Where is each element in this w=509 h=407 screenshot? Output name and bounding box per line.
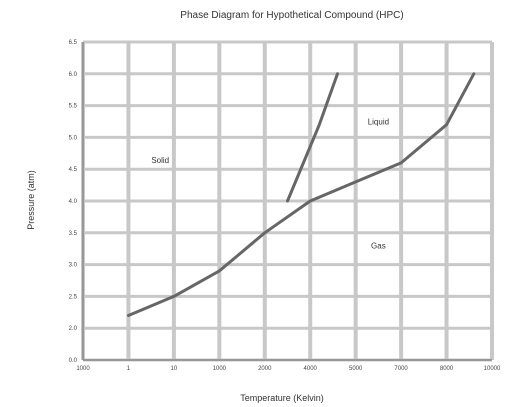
x-tick-label: 10 [171, 366, 178, 372]
sublimation-vaporization-curve [126, 72, 476, 317]
region-label-solid: Solid [151, 156, 169, 165]
phase-boundaries [126, 72, 476, 317]
x-axis-label: Temperature (Kelvin) [240, 393, 324, 403]
x-tick-label: 1000 [76, 366, 90, 372]
y-tick-label: 3.5 [69, 231, 78, 237]
x-tick-label: 2000 [258, 366, 272, 372]
y-tick-labels: 0.0 2.0 2.5 3.0 3.5 4.0 4.5 5.0 5.5 6.0 6.5 [69, 40, 78, 364]
x-tick-label: 1000 [213, 366, 227, 372]
x-tick-label: 10000 [484, 366, 501, 372]
y-tick-label: 4.5 [69, 167, 78, 173]
axes [82, 42, 492, 361]
y-tick-label: 2.5 [69, 294, 78, 300]
region-label-gas: Gas [371, 242, 386, 251]
y-tick-label: 5.0 [69, 135, 78, 141]
y-tick-label: 2.0 [69, 326, 78, 332]
x-tick-label: 5000 [349, 366, 363, 372]
x-tick-labels: 1000 1 10 1000 2000 4000 5000 7000 8000 10000 [76, 366, 501, 372]
y-axis-label: Pressure (atm) [26, 170, 36, 230]
region-label-liquid: Liquid [368, 118, 389, 127]
y-tick-label: 6.0 [69, 72, 78, 78]
x-tick-label: 7000 [394, 366, 408, 372]
y-tick-label: 6.5 [69, 40, 78, 46]
chart-title: Phase Diagram for Hypothetical Compound … [180, 10, 403, 21]
y-tick-label: 5.5 [69, 104, 78, 110]
x-tick-label: 4000 [304, 366, 318, 372]
x-tick-label: 1 [127, 366, 131, 372]
y-tick-label: 3.0 [69, 263, 78, 269]
x-tick-label: 8000 [440, 366, 454, 372]
y-tick-label: 4.0 [69, 199, 78, 205]
y-tick-label: 0.0 [69, 358, 78, 364]
fusion-curve [286, 72, 339, 203]
region-labels: Solid Liquid Gas [151, 118, 389, 251]
